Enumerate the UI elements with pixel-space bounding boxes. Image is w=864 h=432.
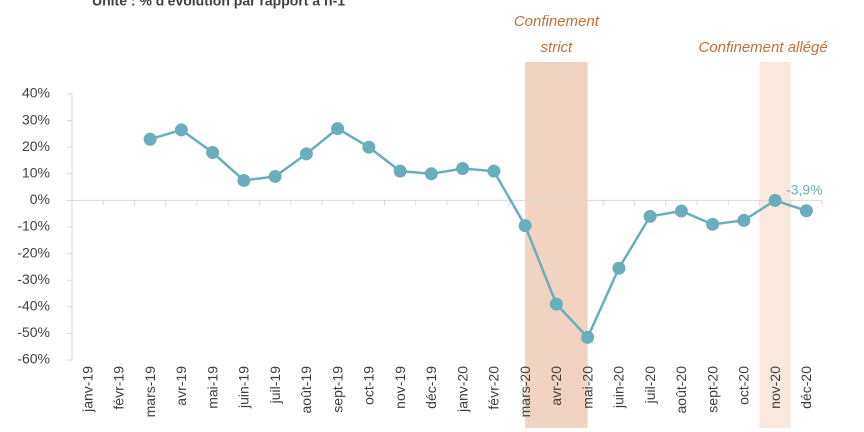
data-point (268, 169, 282, 183)
data-point (424, 167, 438, 181)
y-tick-label: -40% (17, 298, 50, 314)
x-tick-label: nov-19 (392, 366, 408, 409)
data-point (518, 219, 532, 233)
x-tick-label: févr-20 (486, 366, 502, 410)
data-point (393, 164, 407, 178)
y-tick-label: 0% (30, 191, 50, 207)
data-point (612, 261, 626, 275)
y-tick-label: -30% (17, 271, 50, 287)
x-tick-label: août-19 (298, 366, 314, 414)
x-tick-label: juil-20 (642, 366, 658, 405)
x-tick-label: sept-19 (329, 366, 345, 413)
data-point (456, 161, 470, 175)
y-tick-label: 40% (22, 85, 50, 101)
x-tick-label: sept-20 (704, 366, 720, 413)
x-tick-label: janv-19 (79, 366, 95, 413)
annotation: Confinement allégé (698, 39, 827, 56)
y-tick-label: -10% (17, 218, 50, 234)
y-tick-label: -20% (17, 244, 50, 260)
data-point (643, 209, 657, 223)
y-tick-label: 30% (22, 111, 50, 127)
x-tick-label: mars-20 (517, 366, 533, 418)
x-tick-label: nov-20 (767, 366, 783, 409)
data-point (299, 147, 313, 161)
data-point (674, 204, 688, 218)
series-line (149, 127, 807, 340)
chart-title: Unité : % d'évolution par rapport à n-1 (92, 0, 345, 9)
data-point (549, 297, 563, 311)
annotation: strict (541, 39, 573, 56)
x-tick-label: janv-20 (454, 366, 470, 413)
x-tick-label: avr-19 (173, 366, 189, 406)
x-tick-label: mai-19 (204, 366, 220, 409)
data-point (362, 140, 376, 154)
x-tick-label: févr-19 (111, 366, 127, 410)
data-point (737, 213, 751, 227)
period-shade (525, 62, 588, 428)
x-tick-label: oct-20 (736, 366, 752, 405)
data-point (581, 330, 595, 344)
data-point (174, 123, 188, 137)
data-point (799, 204, 813, 218)
x-tick-label: juil-19 (267, 366, 283, 405)
y-tick-label: 20% (22, 138, 50, 154)
data-label: -3,9% (786, 181, 823, 197)
x-tick-label: avr-20 (548, 366, 564, 406)
y-tick-label: -50% (17, 324, 50, 340)
x-tick-label: oct-19 (361, 366, 377, 405)
data-point (237, 173, 251, 187)
x-tick-label: mars-19 (142, 366, 158, 418)
x-tick-label: déc-19 (423, 366, 439, 409)
period-shade (759, 62, 791, 428)
y-tick-label: -60% (17, 351, 50, 367)
data-point (143, 132, 157, 146)
data-point (768, 193, 782, 207)
x-tick-label: juin-19 (236, 366, 252, 409)
data-point (206, 146, 220, 160)
x-tick-label: mai-20 (579, 366, 595, 409)
x-tick-label: déc-20 (798, 366, 814, 409)
data-point (487, 164, 501, 178)
data-point (706, 217, 720, 231)
x-tick-label: juin-20 (611, 366, 627, 409)
data-point (331, 122, 345, 136)
y-tick-label: 10% (22, 165, 50, 181)
x-tick-label: août-20 (673, 366, 689, 414)
annotation: Confinement (514, 13, 600, 30)
